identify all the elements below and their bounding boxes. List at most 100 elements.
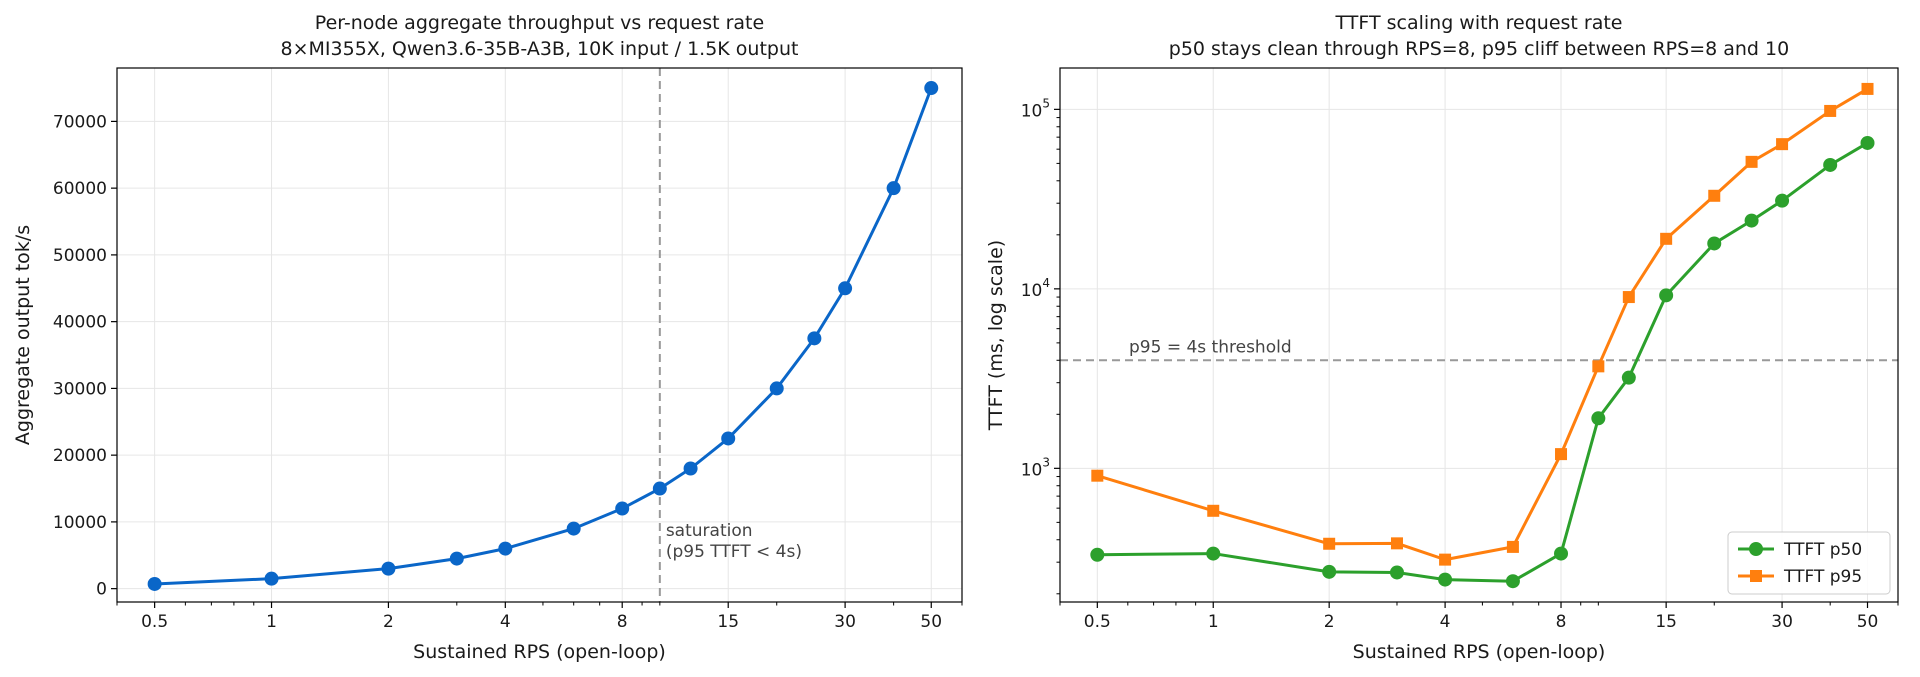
data-point: [1389, 565, 1404, 580]
axes-frame: [116, 67, 963, 603]
data-point: [807, 331, 822, 346]
x-tick-label: 1: [1208, 612, 1219, 632]
data-point: [566, 521, 581, 536]
y-axis-ticks: 0 10000 20000 30000 40000 50000 60000 70000: [53, 112, 117, 600]
data-point: [1708, 189, 1721, 202]
x-tick-label: 1: [266, 612, 277, 632]
y-tick-label: 103: [1021, 455, 1050, 480]
x-tick-label: 4: [500, 612, 511, 632]
x-axis-label: Sustained RPS (open-loop): [1353, 641, 1606, 663]
data-point: [1505, 574, 1520, 589]
y-tick-label: 0: [96, 580, 107, 600]
legend: TTFT p50 TTFT p95: [1727, 531, 1891, 595]
legend-marker: [1750, 570, 1762, 582]
y-tick-label: 60000: [53, 179, 107, 199]
grid: [1060, 68, 1898, 602]
legend-label: TTFT p50: [1783, 540, 1862, 560]
data-point: [1860, 135, 1875, 150]
y-tick-label: 30000: [53, 379, 107, 399]
data-point: [264, 571, 279, 586]
chart-1: saturation(p95 TTFT < 4s) 0.5 1 2 4 8 15 30 50 0 1…: [12, 12, 963, 663]
series-group: [147, 81, 939, 591]
chart-subtitle: p50 stays clean through RPS=8, p95 cliff…: [1169, 38, 1789, 60]
data-point: [1592, 360, 1605, 373]
data-point: [381, 561, 396, 576]
y-tick-exponent: 4: [1042, 276, 1050, 290]
data-point: [1622, 291, 1635, 304]
x-tick-label: 2: [1324, 612, 1335, 632]
series-ttft-p95: [1091, 82, 1874, 566]
data-point: [1659, 288, 1674, 303]
x-tick-label: 4: [1440, 612, 1451, 632]
data-point: [1555, 448, 1568, 461]
x-tick-label: 15: [717, 612, 739, 632]
y-tick-label: 10000: [53, 513, 107, 533]
legend-item: TTFT p50: [1738, 540, 1862, 560]
x-axis-ticks: 0.5 1 2 4 8 15 30 50: [141, 602, 942, 632]
data-point: [1506, 540, 1519, 553]
chart-title: TTFT scaling with request rate: [1334, 12, 1622, 34]
data-point: [498, 541, 513, 556]
y-tick-label: 20000: [53, 446, 107, 466]
x-tick-label: 30: [834, 612, 856, 632]
x-tick-label: 0.5: [1084, 612, 1111, 632]
y-tick-exponent: 5: [1042, 96, 1050, 110]
x-tick-label: 2: [383, 612, 394, 632]
data-point: [924, 81, 939, 96]
x-tick-label: 30: [1771, 612, 1793, 632]
data-point: [615, 501, 630, 516]
data-point: [1438, 572, 1453, 587]
legend-label: TTFT p95: [1783, 567, 1862, 587]
y-tick-label: 70000: [53, 112, 107, 132]
annotations: saturation(p95 TTFT < 4s): [658, 68, 802, 602]
legend-item: TTFT p95: [1738, 567, 1862, 587]
data-point: [1824, 104, 1837, 117]
data-point: [147, 576, 162, 591]
data-point: [1323, 537, 1336, 550]
y-tick-exponent: 3: [1042, 455, 1050, 469]
annotations: p95 = 4s threshold: [1060, 337, 1898, 362]
saturation-annotation-text: saturation: [666, 521, 753, 541]
y-tick-label: 50000: [53, 246, 107, 266]
axes-frame: [1059, 67, 1899, 603]
data-point: [449, 551, 464, 566]
data-point: [1775, 193, 1790, 208]
data-point: [1823, 157, 1838, 172]
data-point: [721, 431, 736, 446]
x-tick-label: 50: [1857, 612, 1879, 632]
grid: [117, 68, 962, 602]
x-tick-label: 8: [617, 612, 628, 632]
data-point: [683, 461, 698, 476]
y-tick-label: 104: [1021, 276, 1050, 301]
data-point: [1439, 553, 1452, 566]
x-axis-ticks: 0.5 1 2 4 8 15 30 50: [1084, 602, 1879, 632]
series-ttft-p50: [1090, 135, 1875, 589]
data-point: [1707, 236, 1722, 251]
y-tick-label: 105: [1021, 96, 1050, 121]
saturation-annotation-text: (p95 TTFT < 4s): [666, 542, 802, 562]
series-1: [147, 81, 939, 591]
data-point: [1091, 469, 1104, 482]
y-axis-label: TTFT (ms, log scale): [985, 240, 1007, 431]
data-point: [1621, 370, 1636, 385]
data-point: [1090, 547, 1105, 562]
data-point: [1660, 232, 1673, 245]
chart-title: Per-node aggregate throughput vs request…: [315, 12, 764, 34]
data-point: [652, 481, 667, 496]
data-point: [838, 281, 853, 296]
data-point: [1554, 546, 1569, 561]
data-point: [886, 181, 901, 196]
legend-marker: [1749, 542, 1763, 556]
x-tick-label: 15: [1655, 612, 1677, 632]
y-tick-base: 10: [1021, 460, 1043, 480]
data-point: [1745, 155, 1758, 168]
x-tick-label: 8: [1556, 612, 1567, 632]
data-point: [1861, 82, 1874, 95]
data-point: [769, 381, 784, 396]
y-axis-label: Aggregate output tok/s: [12, 225, 34, 445]
series-group: [1090, 82, 1875, 589]
data-point: [1390, 537, 1403, 550]
threshold-label: p95 = 4s threshold: [1129, 337, 1292, 357]
